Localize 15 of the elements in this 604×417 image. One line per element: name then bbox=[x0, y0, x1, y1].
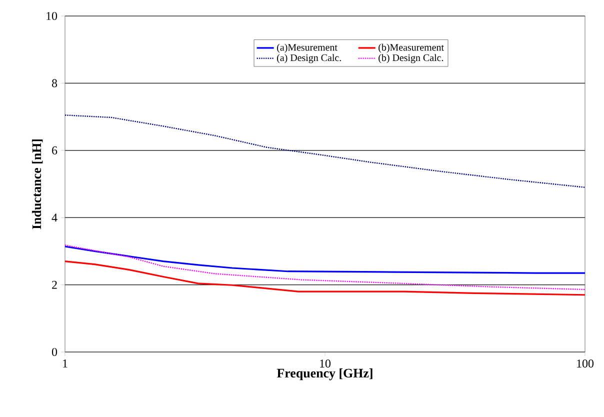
legend-label: (a)Mesurement bbox=[277, 44, 338, 53]
y-tick-label: 6 bbox=[52, 146, 58, 154]
y-tick-label: 2 bbox=[52, 280, 57, 289]
y-tick-label: 4 bbox=[52, 214, 58, 222]
legend-label: (b)Measurement bbox=[378, 44, 444, 53]
x-tick-label: 1 bbox=[63, 360, 68, 368]
legend-label: (b) Design Calc. bbox=[378, 54, 444, 64]
x-axis-title: Frequency [GHz] bbox=[276, 368, 372, 380]
y-tick-label: 8 bbox=[52, 79, 58, 88]
x-tick-label: 100 bbox=[577, 360, 594, 368]
y-axis-title: Inductance [nH] bbox=[32, 139, 43, 230]
y-tick-label: 10 bbox=[46, 12, 58, 20]
y-tick-label: 0 bbox=[52, 348, 58, 356]
x-tick-label: 10 bbox=[320, 360, 331, 368]
legend-label: (a) Design Calc. bbox=[277, 54, 341, 64]
